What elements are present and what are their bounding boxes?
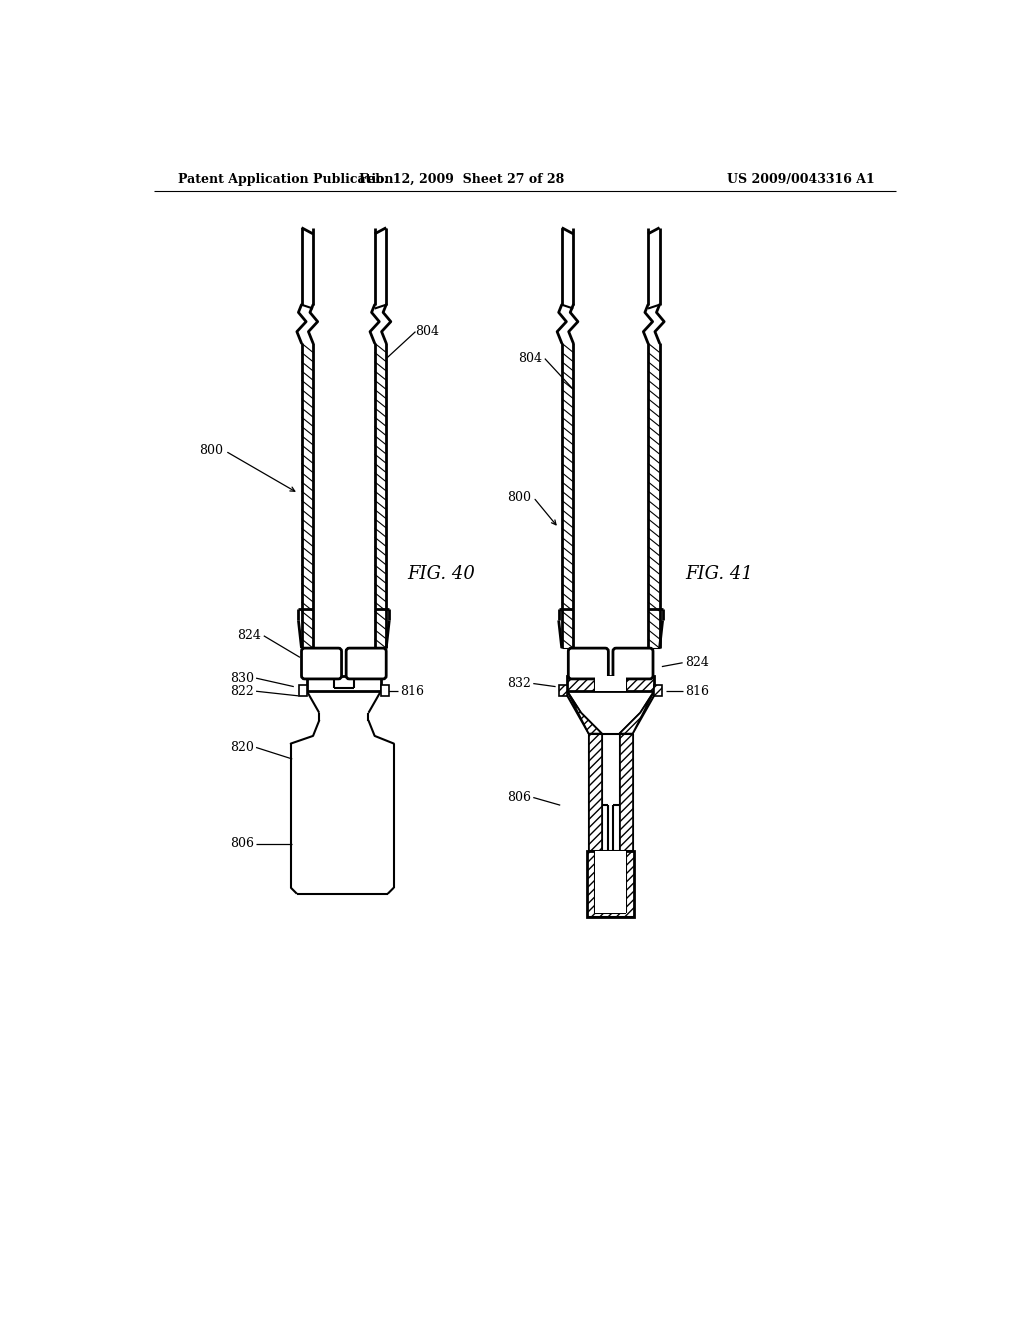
Bar xyxy=(559,685,567,696)
Bar xyxy=(595,676,626,692)
FancyBboxPatch shape xyxy=(613,648,653,678)
Text: Feb. 12, 2009  Sheet 27 of 28: Feb. 12, 2009 Sheet 27 of 28 xyxy=(359,173,564,186)
Text: FIG. 40: FIG. 40 xyxy=(408,565,475,583)
Text: 832: 832 xyxy=(507,677,531,690)
Text: 820: 820 xyxy=(229,741,254,754)
Text: 800: 800 xyxy=(199,445,223,458)
Text: 816: 816 xyxy=(685,685,709,698)
Bar xyxy=(381,685,388,696)
Polygon shape xyxy=(589,734,602,851)
Text: 800: 800 xyxy=(507,491,531,504)
FancyBboxPatch shape xyxy=(301,648,342,678)
Text: 824: 824 xyxy=(685,656,709,669)
Bar xyxy=(299,685,307,696)
Bar xyxy=(567,676,654,692)
Polygon shape xyxy=(620,692,654,734)
Text: 824: 824 xyxy=(238,630,261,643)
Text: 804: 804 xyxy=(518,352,543,366)
Bar xyxy=(587,851,634,917)
Polygon shape xyxy=(620,734,633,851)
FancyBboxPatch shape xyxy=(346,648,386,678)
Bar xyxy=(654,685,662,696)
Text: 830: 830 xyxy=(229,672,254,685)
Text: US 2009/0043316 A1: US 2009/0043316 A1 xyxy=(727,173,874,186)
FancyBboxPatch shape xyxy=(568,648,608,678)
Text: 806: 806 xyxy=(507,791,531,804)
Bar xyxy=(595,851,627,913)
Text: 816: 816 xyxy=(400,685,424,698)
Polygon shape xyxy=(567,692,602,734)
Text: 804: 804 xyxy=(416,325,439,338)
Text: Patent Application Publication: Patent Application Publication xyxy=(178,173,394,186)
Text: 806: 806 xyxy=(229,837,254,850)
Bar xyxy=(307,676,381,692)
Text: 822: 822 xyxy=(230,685,254,698)
Text: FIG. 41: FIG. 41 xyxy=(685,565,753,583)
